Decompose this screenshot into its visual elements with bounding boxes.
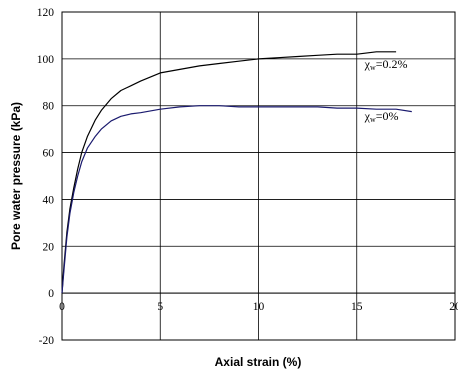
- y-axis-title: Pore water pressure (kPa): [9, 102, 23, 250]
- x-tick-label: 10: [253, 301, 265, 313]
- y-tick-label: 40: [43, 194, 55, 206]
- series-group: [61, 51, 412, 294]
- y-tick-label: 80: [43, 101, 55, 113]
- y-tick-label: 0: [48, 288, 54, 300]
- series-line-0: [61, 51, 397, 294]
- y-tick-label: 120: [37, 7, 55, 19]
- series-label-1: χw=0%: [364, 109, 399, 124]
- x-tick-label: 5: [157, 301, 163, 313]
- x-tick-label: 0: [59, 301, 65, 313]
- series-label-0: χw=0.2%: [364, 57, 408, 72]
- y-tick-label: 20: [43, 241, 55, 253]
- y-tick-label: 60: [43, 148, 55, 160]
- series-line-1: [61, 105, 412, 294]
- tick-labels: 120 100 80 60 40 20 0 -20 0 5 10 15 20: [37, 7, 458, 347]
- x-tick-label: 15: [351, 301, 363, 313]
- series-annotations: χw=0.2% χw=0%: [364, 57, 408, 124]
- gridlines: [62, 12, 455, 340]
- y-tick-label: -20: [39, 335, 55, 347]
- x-tick-label: 20: [449, 301, 458, 313]
- x-axis-title: Axial strain (%): [215, 355, 302, 369]
- y-tick-label: 100: [37, 54, 55, 66]
